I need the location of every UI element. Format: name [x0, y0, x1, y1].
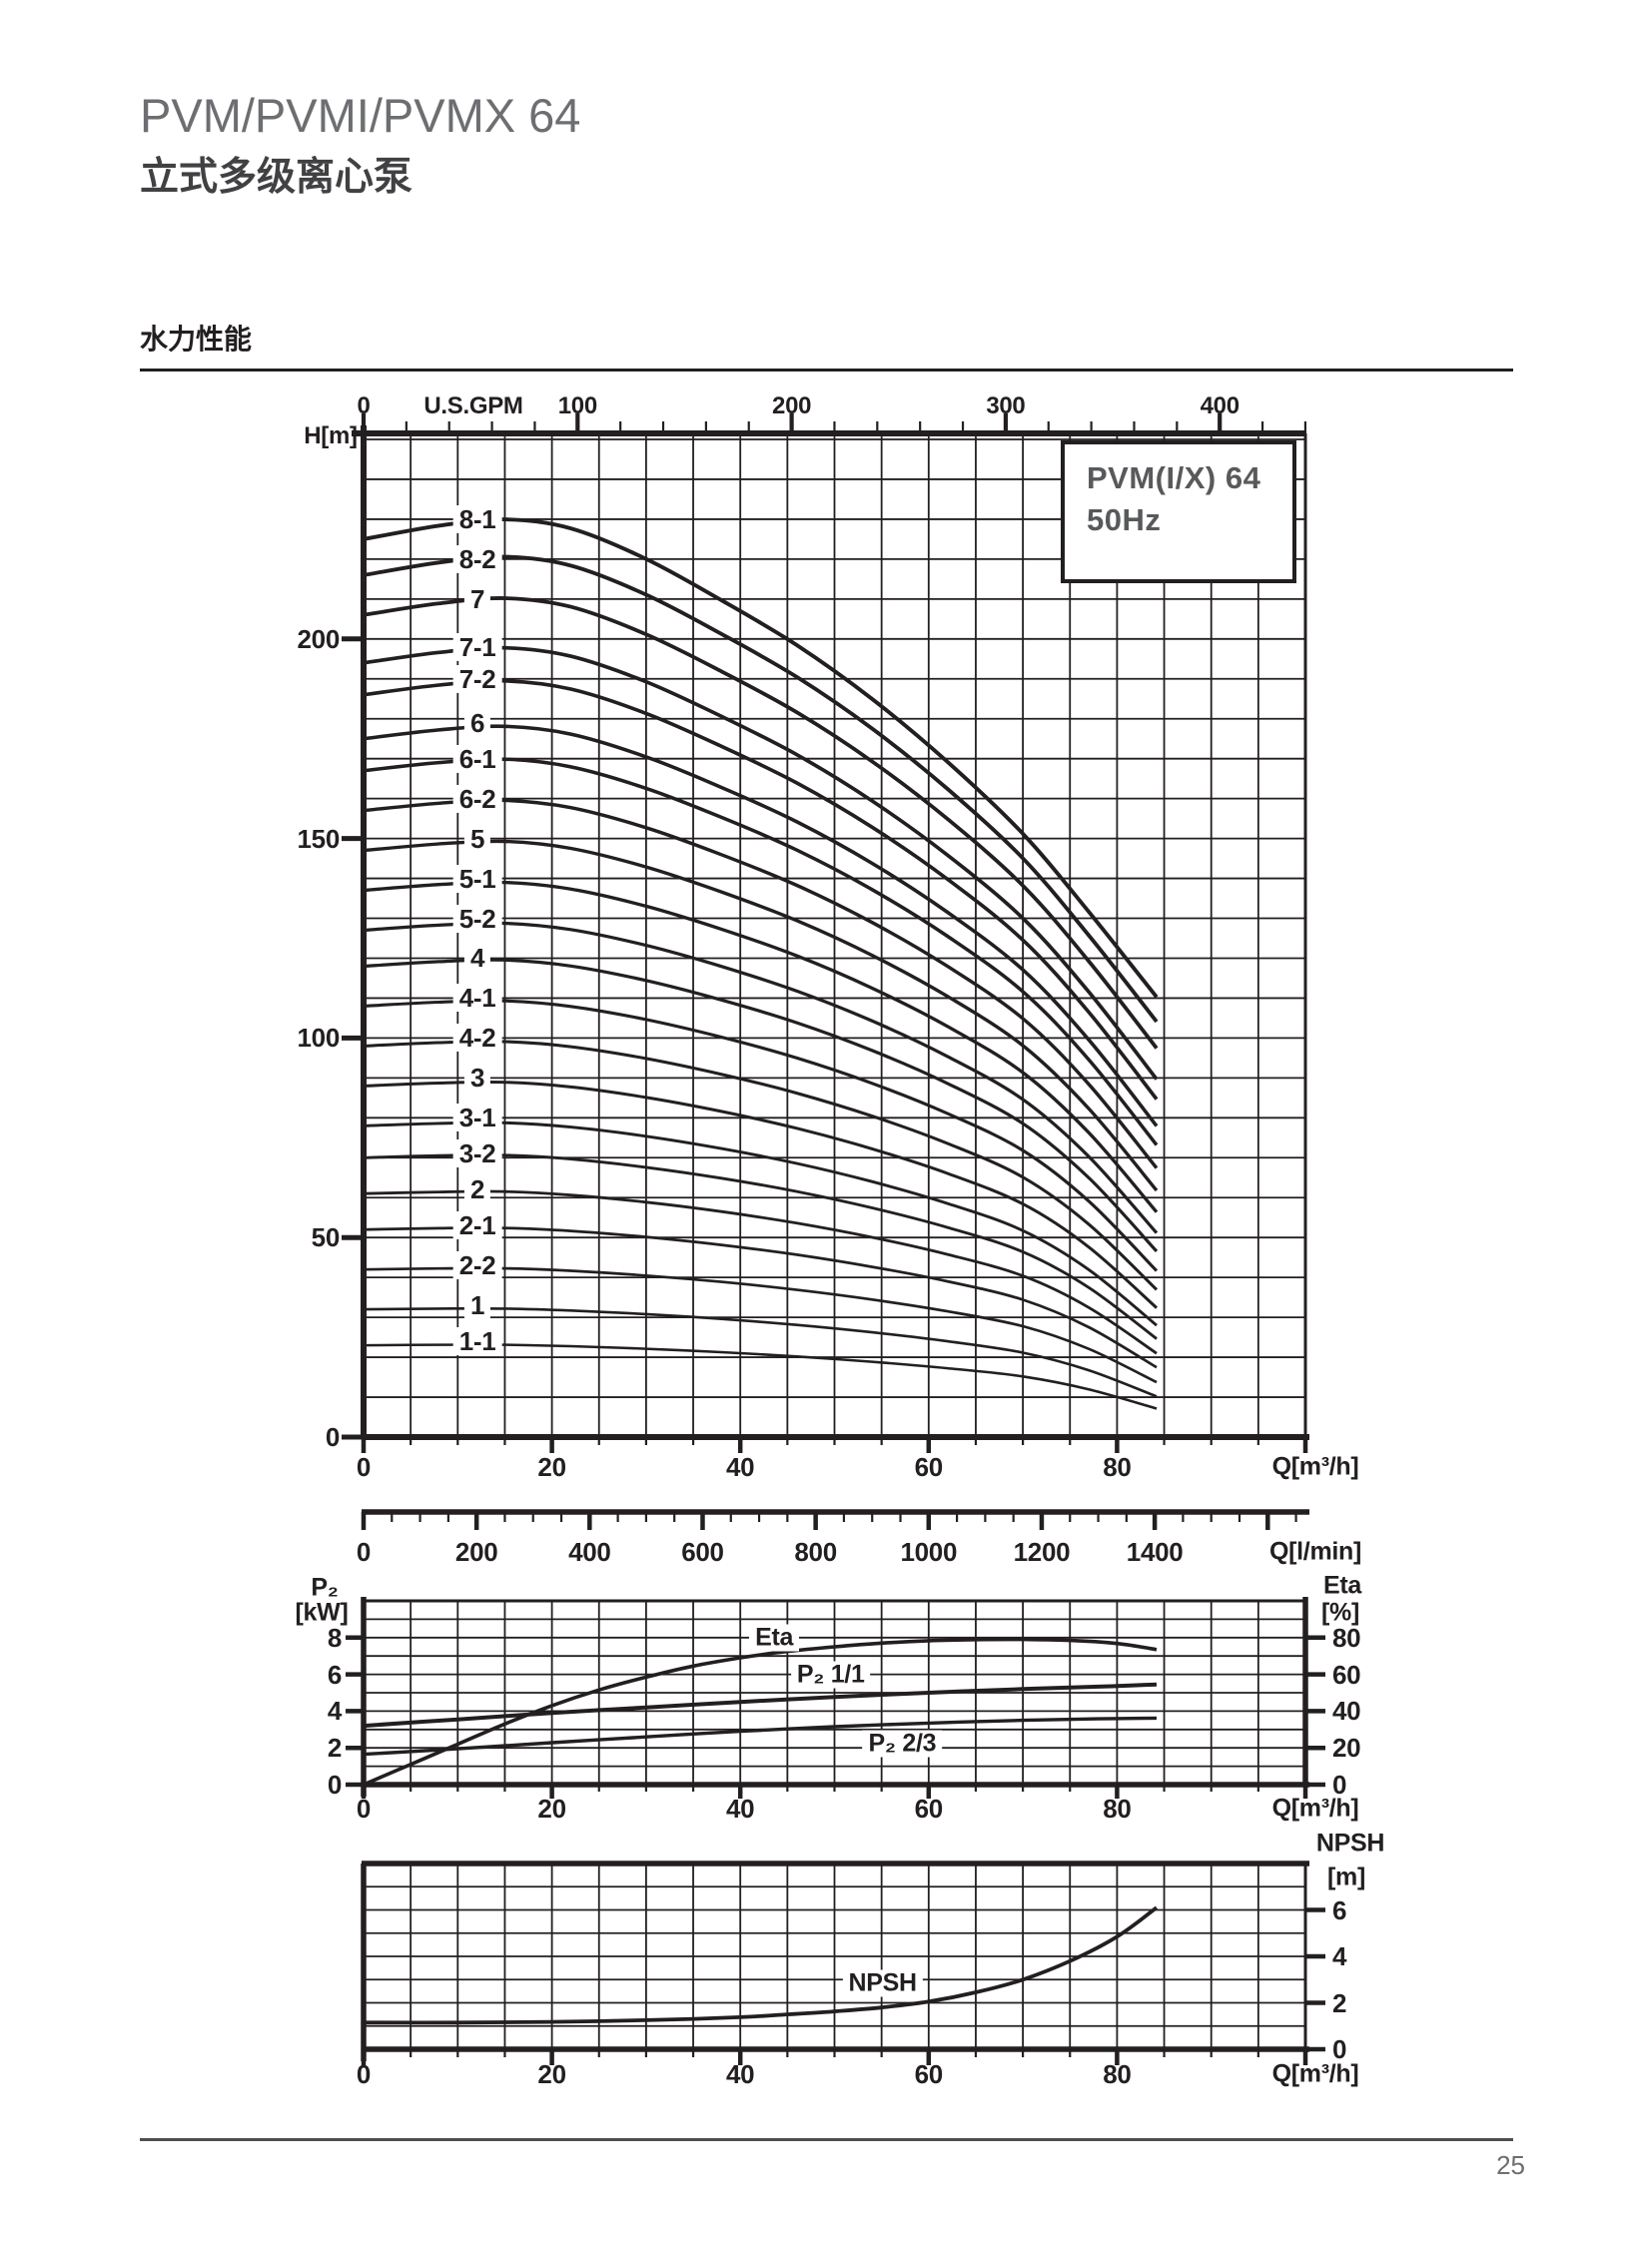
- footer-rule: [140, 2138, 1513, 2141]
- curve-label-2: 2: [464, 1175, 491, 1204]
- p2-flow-unit-label: Q[m³/h]: [1271, 1794, 1359, 1823]
- head-axis-unit-label: H[m]: [304, 422, 358, 449]
- lmin-axis-unit-label: Q[l/min]: [1268, 1537, 1362, 1566]
- curve-label-4-2: 4-2: [452, 1024, 502, 1053]
- npsh-axis-unit-label: [m]: [1327, 1863, 1365, 1891]
- curve-label-1: 1: [464, 1291, 491, 1320]
- lmin-axis-tick-label: 1000: [900, 1537, 958, 1567]
- p2-flow-tick-label: 80: [1103, 1794, 1132, 1824]
- lmin-axis-tick-label: 800: [794, 1537, 837, 1567]
- curve-label-3-2: 3-2: [452, 1139, 502, 1168]
- p2-flow-tick-label: 20: [537, 1794, 566, 1824]
- gpm-axis-tick-label: 200: [772, 392, 812, 419]
- curve-label-6: 6: [464, 708, 491, 737]
- gpm-axis-unit-label: U.S.GPM: [423, 392, 523, 419]
- curve-label-6-2: 6-2: [452, 784, 502, 813]
- curve-label-5: 5: [464, 824, 491, 853]
- curve-label-4-1: 4-1: [452, 984, 502, 1013]
- flow-axis-tick-label: 20: [537, 1452, 566, 1482]
- p2-axis-tick-label: 6: [327, 1659, 342, 1690]
- curve-label-P₂1/1: P₂ 1/1: [790, 1661, 871, 1689]
- lmin-axis-tick-label: 400: [568, 1537, 611, 1567]
- p2-axis-tick-label: 8: [327, 1622, 342, 1653]
- gpm-axis-tick-label: 0: [357, 392, 371, 419]
- p2-axis-tick-label: 4: [327, 1696, 342, 1727]
- curve-label-6-1: 6-1: [452, 744, 502, 773]
- npsh-axis-tick-label: 0: [1332, 2034, 1347, 2064]
- page-number: 25: [1496, 2150, 1525, 2180]
- npsh-flow-tick-label: 60: [914, 2059, 944, 2089]
- npsh-flow-tick-label: 0: [356, 2059, 372, 2089]
- legend-model: PVM(I/X) 64: [1087, 460, 1261, 495]
- section-heading: 水力性能: [140, 324, 253, 355]
- lmin-axis-tick-label: 1200: [1013, 1537, 1071, 1567]
- npsh-flow-unit-label: Q[m³/h]: [1271, 2059, 1359, 2088]
- p2-flow-tick-label: 60: [914, 1794, 944, 1824]
- curve-label-5-2: 5-2: [452, 904, 502, 933]
- curve-label-3: 3: [464, 1064, 491, 1093]
- npsh-flow-tick-label: 40: [726, 2059, 755, 2089]
- lmin-axis-tick-label: 600: [681, 1537, 724, 1567]
- curve-label-7-1: 7-1: [452, 632, 502, 661]
- section-rule: [140, 369, 1513, 372]
- chart-legend-box: PVM(I/X) 64 50Hz: [1061, 440, 1296, 583]
- eta-axis-tick-label: 80: [1332, 1622, 1361, 1653]
- p2-axis-tick-label: 0: [327, 1770, 342, 1800]
- curve-label-Eta: Eta: [749, 1624, 800, 1652]
- lmin-axis-tick-label: 200: [454, 1537, 498, 1567]
- p2-axis-name-label: P₂: [311, 1573, 339, 1602]
- npsh-flow-tick-label: 80: [1103, 2059, 1132, 2089]
- curve-label-3-1: 3-1: [452, 1104, 502, 1132]
- npsh-axis-tick-label: 6: [1332, 1894, 1347, 1925]
- curve-label-7-2: 7-2: [452, 664, 502, 693]
- p2-axis-unit-label: [kW]: [295, 1598, 349, 1627]
- gpm-axis-tick-label: 100: [557, 392, 597, 419]
- eta-axis-unit-label: [%]: [1321, 1598, 1359, 1627]
- flow-axis-tick-label: 0: [356, 1452, 372, 1482]
- curve-label-P₂2/3: P₂ 2/3: [862, 1730, 943, 1758]
- eta-axis-tick-label: 60: [1332, 1659, 1361, 1690]
- curve-label-7: 7: [464, 584, 491, 613]
- curve-label-2-1: 2-1: [452, 1211, 502, 1240]
- head-axis-tick-label: 100: [297, 1023, 341, 1054]
- npsh-axis-tick-label: 4: [1332, 1941, 1347, 1971]
- npsh-flow-tick-label: 20: [537, 2059, 566, 2089]
- head-axis-tick-label: 0: [325, 1422, 340, 1452]
- curve-label-1-1: 1-1: [452, 1327, 502, 1356]
- curve-label-8-2: 8-2: [452, 544, 502, 573]
- curve-label-npsh: NPSH: [842, 1969, 923, 1997]
- legend-frequency: 50Hz: [1087, 502, 1162, 537]
- p2-flow-tick-label: 0: [356, 1794, 372, 1824]
- npsh-axis-name-label: NPSH: [1315, 1829, 1385, 1858]
- curve-label-5-1: 5-1: [452, 864, 502, 893]
- head-axis-tick-label: 200: [297, 623, 341, 654]
- eta-axis-tick-label: 0: [1332, 1770, 1347, 1800]
- flow-axis-tick-label: 80: [1103, 1452, 1132, 1482]
- gpm-axis-tick-label: 400: [1200, 392, 1239, 419]
- curve-label-4: 4: [464, 944, 491, 973]
- page-title: PVM/PVMI/PVMX 64: [140, 89, 581, 142]
- page-subtitle: 立式多级离心泵: [140, 156, 413, 199]
- flow-axis-unit-label: Q[m³/h]: [1271, 1452, 1359, 1481]
- lmin-axis-tick-label: 0: [356, 1537, 372, 1567]
- npsh-axis-tick-label: 2: [1332, 1987, 1347, 2018]
- flow-axis-tick-label: 40: [726, 1452, 755, 1482]
- eta-axis-tick-label: 20: [1332, 1733, 1361, 1764]
- eta-axis-name-label: Eta: [1322, 1571, 1362, 1600]
- flow-axis-tick-label: 60: [914, 1452, 944, 1482]
- lmin-axis-tick-label: 1400: [1126, 1537, 1184, 1567]
- head-axis-tick-label: 150: [297, 823, 341, 854]
- gpm-axis-tick-label: 300: [986, 392, 1026, 419]
- curve-label-2-2: 2-2: [452, 1251, 502, 1280]
- p2-axis-tick-label: 2: [327, 1733, 342, 1764]
- eta-axis-tick-label: 40: [1332, 1696, 1361, 1727]
- head-axis-tick-label: 50: [311, 1222, 341, 1253]
- curve-label-8-1: 8-1: [452, 504, 502, 533]
- p2-flow-tick-label: 40: [726, 1794, 755, 1824]
